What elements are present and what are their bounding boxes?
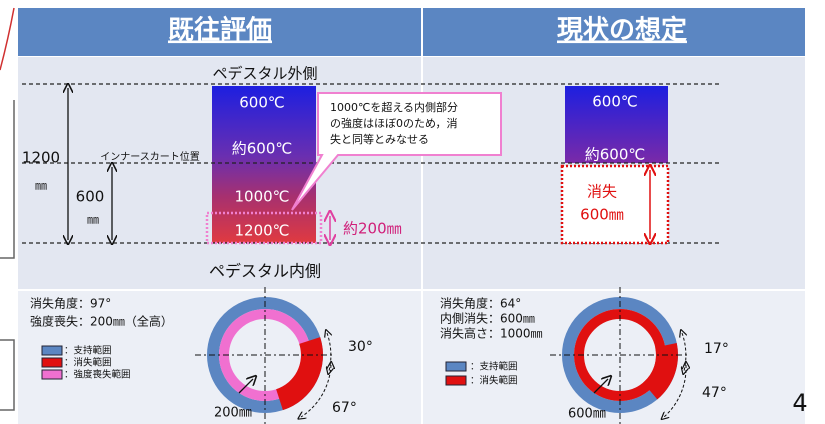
edge-curve (0, 7, 15, 71)
outer-label: ペデスタル外側 (212, 65, 317, 83)
loss-label: 約200㎜ (343, 220, 402, 238)
loss-label: 消失 (587, 183, 617, 201)
inner-label: ペデスタル内側 (209, 262, 321, 281)
temp-label: 約600℃ (232, 140, 292, 158)
callout-text: 失と同等とみなせる (330, 132, 429, 146)
left-title: 既往評価 (168, 15, 272, 46)
dim-label: 600 (76, 188, 105, 206)
dim-unit: ㎜ (35, 179, 47, 193)
callout-text: 1000℃を超える内側部分 (330, 100, 458, 114)
angle-label: 17° (704, 341, 729, 357)
temp-label: 1200℃ (234, 222, 289, 240)
legend-text: ：支持範囲 (64, 345, 112, 357)
dim-unit: ㎜ (87, 213, 99, 227)
edge-line (0, 339, 15, 411)
angle-arc (664, 365, 686, 417)
depth-label: 200㎜ (214, 406, 252, 421)
info-line: 強度喪失：200㎜（全高） (30, 314, 173, 329)
callout-text: の強度はほぼ0のため，消 (330, 116, 457, 130)
skirt-label: インナースカート位置 (100, 150, 200, 163)
depth-arrow (593, 379, 608, 394)
page-number: 4 (792, 389, 807, 417)
angle-label: 30° (348, 339, 373, 355)
legend-text: ：消失範囲 (64, 357, 112, 369)
depth-arrow (238, 379, 253, 394)
legend-swatch (41, 345, 63, 356)
right-title: 現状の想定 (557, 15, 687, 46)
callout (291, 92, 502, 211)
legend-swatch (41, 357, 63, 368)
legend-swatch (445, 361, 467, 372)
temp-label: 1000℃ (234, 188, 289, 206)
temp-label: 600℃ (239, 94, 284, 112)
temp-column (565, 86, 668, 163)
info-line: 消失角度：97° (30, 296, 111, 311)
legend-swatch (445, 375, 467, 386)
info-line: 消失角度：64° (440, 296, 521, 311)
loss-box (560, 164, 670, 245)
legend-text: ：支持範囲 (470, 361, 518, 373)
legend-text: ：消失範囲 (470, 375, 518, 387)
dim-label: 1200 (22, 149, 60, 167)
angle-label: 67° (332, 400, 357, 416)
legend-text: ：強度喪失範囲 (64, 369, 131, 381)
angle-arc (301, 365, 331, 417)
info-line: 消失高さ：1000㎜ (440, 326, 543, 341)
temp-column (212, 86, 316, 243)
temp-label: 600℃ (592, 93, 637, 111)
info-line: 内側消失：600㎜ (440, 311, 535, 326)
loss-label: 600㎜ (580, 206, 624, 224)
depth-label: 600㎜ (568, 407, 606, 422)
temp-label: 約600℃ (585, 146, 645, 164)
angle-label: 47° (702, 385, 727, 401)
edge-line (0, 100, 15, 259)
legend-swatch (41, 369, 63, 380)
loss-box (205, 211, 323, 245)
header-bar (18, 8, 805, 56)
